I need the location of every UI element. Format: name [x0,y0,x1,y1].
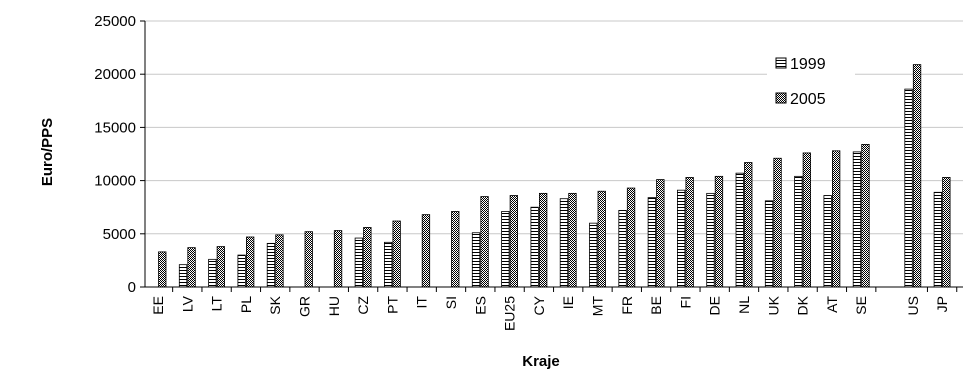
bar-2005-cy [539,192,548,288]
bar-2005-be [656,179,665,288]
axes [140,20,963,292]
y-tick-label: 5000 [103,226,136,243]
x-category-label: ES [472,296,488,315]
bar-2005-es [480,196,489,288]
y-tick-label: 0 [128,279,136,296]
bar-2005-pt [392,220,401,288]
bar-1999-dk [794,175,803,288]
x-category-label: LV [179,295,195,312]
bar-2005-lt [216,246,226,288]
x-category-label: CZ [355,296,371,315]
bar-1999-cz [354,237,364,288]
bar-1999-eu25 [501,211,510,288]
y-tick-label: 10000 [94,173,136,190]
x-category-label: FI [677,296,693,308]
x-category-label: EE [150,296,166,315]
legend-label-2005: 2005 [790,91,826,108]
y-tick-label: 15000 [94,119,136,136]
x-category-label: MT [590,296,606,317]
y-tick-label: 25000 [94,13,136,30]
x-category-label: DE [707,296,723,315]
bar-2005-pl [245,236,255,288]
x-category-label: SI [443,296,459,309]
bar-2005-lv [187,247,196,288]
bar-2005-ee [158,251,167,288]
bar-1999-jp [933,191,942,288]
bar-2005-ie [568,192,577,288]
x-category-label: AT [824,296,840,313]
x-category-label: US [905,296,921,315]
x-axis-title: Kraje [522,353,560,370]
y-tick-label: 20000 [94,66,136,83]
bar-1999-nl [735,172,744,288]
x-category-label: SE [853,296,869,315]
x-category-label: PL [238,296,254,313]
bar-2005-de [714,175,724,288]
bar-1999-uk [764,200,774,288]
bar-2005-at [832,150,841,288]
bar-2005-cz [363,227,372,288]
x-category-label: JP [934,296,950,312]
x-category-label: IT [414,296,430,309]
bar-2005-uk [773,157,782,288]
x-category-label: FR [619,296,635,315]
x-category-label: BE [648,296,664,315]
bar-1999-pt [383,241,393,288]
bar-2005-hu [333,230,343,288]
x-category-label: SK [267,295,283,314]
x-category-label: EU25 [502,296,518,331]
bar-2005-si [451,211,460,288]
bar-1999-be [647,197,656,288]
x-category-label: PT [384,296,400,314]
bar-2005-jp [942,177,951,288]
bar-2005-mt [597,190,606,288]
bar-1999-us [904,88,913,288]
x-category-label: LT [209,296,225,312]
bar-1999-lt [208,258,217,288]
bar-1999-lv [178,264,188,288]
bar-1999-mt [589,222,598,288]
bar-1999-es [471,232,481,288]
legend-swatch-1999 [775,57,787,69]
bar-1999-cy [530,206,539,288]
x-category-label: IE [560,296,576,309]
bar-2005-fi [685,177,694,288]
bar-1999-fi [677,189,686,288]
bar-2005-sk [275,234,284,288]
bar-1999-fr [618,209,627,288]
x-category-label: GR [297,296,313,317]
bar-1999-ie [559,198,569,288]
tick-labels: 0 5000 10000 15000 20000 25000 EE LV LT PL SK GR HU C… [94,13,950,331]
legend: 1999 2005 [767,46,855,118]
legend-swatch-2005 [775,92,787,104]
bar-1999-sk [266,242,276,288]
bar-1999-pl [237,254,246,288]
legend-label-1999: 1999 [790,56,826,73]
x-category-label: NL [736,296,752,314]
bar-2005-se [861,144,870,288]
bar-1999-de [706,192,715,288]
bar-2005-fr [626,187,636,288]
bar-2005-nl [744,162,753,288]
x-category-label: DK [795,295,811,315]
bars [158,64,951,288]
bar-2005-gr [304,231,313,288]
x-category-label: UK [765,295,781,315]
bar-1999-se [852,151,862,288]
x-category-label: CY [531,295,547,315]
y-axis-title: Euro/PPS [39,118,56,186]
bar-1999-at [823,195,832,288]
x-category-label: HU [326,296,342,316]
bar-2005-it [421,214,431,288]
bar-2005-eu25 [509,195,519,288]
bar-2005-dk [802,152,811,288]
bar-2005-us [912,64,922,288]
